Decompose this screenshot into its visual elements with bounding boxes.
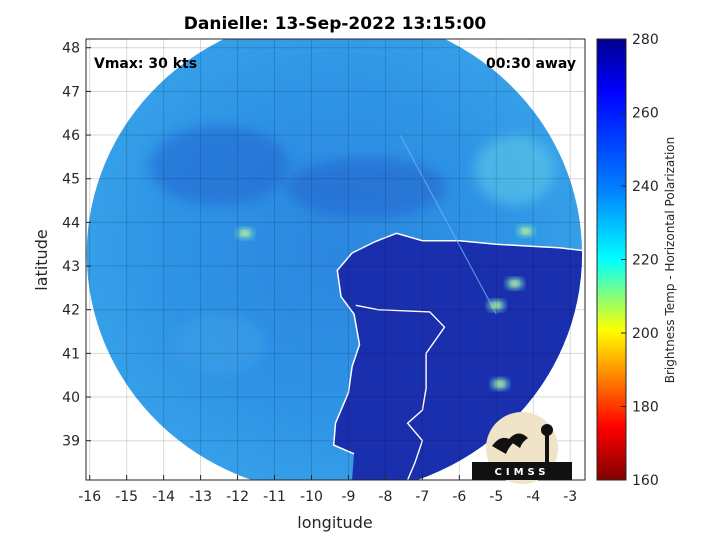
warm-spot-core <box>510 280 519 287</box>
cloud-band <box>149 125 290 206</box>
warm-spot-core <box>495 380 504 387</box>
logo-tower-icon <box>545 432 549 462</box>
plot-frame <box>85 38 586 481</box>
colorbar-tick-label: 200 <box>632 326 659 342</box>
y-tick-label: 48 <box>62 41 80 57</box>
x-tick-label: -11 <box>263 489 286 505</box>
logo-dish2-icon <box>508 433 528 448</box>
colorbar-tick-label: 260 <box>632 106 659 122</box>
y-tick-label: 47 <box>62 84 80 100</box>
warm-spot-core <box>492 302 501 309</box>
cloud-band <box>286 157 447 218</box>
colorbar-tick-label: 280 <box>632 32 659 48</box>
grid-lines <box>86 39 585 480</box>
time-away-annotation: 00:30 away <box>486 56 576 72</box>
border-line <box>355 304 446 480</box>
y-tick-label: 46 <box>62 128 80 144</box>
colorbar-label: Brightness Temp - Horizontal Polarizatio… <box>663 137 677 384</box>
x-tick-label: -14 <box>152 489 175 505</box>
colorbar-ticks: 160 180 200 220 240 260 280 <box>621 32 659 489</box>
x-tick-label: -8 <box>378 489 392 505</box>
y-tick-label: 39 <box>62 434 80 450</box>
chart-title: Danielle: 13-Sep-2022 13:15:00 <box>184 14 487 34</box>
x-tick-label: -5 <box>489 489 503 505</box>
y-tick-label: 40 <box>62 390 80 406</box>
x-tick-label: -15 <box>115 489 138 505</box>
y-tick-label: 42 <box>62 303 80 319</box>
cimss-logo: CIMSS <box>472 412 572 484</box>
cloud-band <box>174 314 265 375</box>
x-tick-label: -3 <box>563 489 577 505</box>
logo-bar <box>472 462 572 480</box>
north-coastline <box>351 232 585 254</box>
y-tick-label: 45 <box>62 172 80 188</box>
colorbar: 160 180 200 220 240 260 280 Brightness Temp - … <box>596 32 677 489</box>
y-tick-label: 41 <box>62 346 80 362</box>
x-tick-label: -16 <box>78 489 101 505</box>
scan-line <box>399 134 497 315</box>
y-tick-label: 44 <box>62 215 80 231</box>
x-tick-label: -10 <box>300 489 323 505</box>
warm-spot-core <box>240 230 249 237</box>
y-tick-label: 43 <box>62 259 80 275</box>
logo-dish-icon <box>492 437 514 454</box>
warm-spot-core <box>521 228 530 235</box>
logo-tank-icon <box>541 424 553 436</box>
west-coastline <box>332 252 361 455</box>
x-tick-label: -4 <box>526 489 540 505</box>
x-axis-ticks: -16 -15 -14 -13 -12 -11 -10 -9 -8 -7 -6 -5 -4 -3 <box>78 475 577 505</box>
x-axis-label: longitude <box>297 513 372 532</box>
colorbar-tick-label: 180 <box>632 400 659 416</box>
cloud-band <box>474 134 555 205</box>
x-tick-label: -13 <box>189 489 212 505</box>
colorbar-tick-label: 240 <box>632 179 659 195</box>
x-tick-label: -7 <box>415 489 429 505</box>
colorbar-tick-label: 220 <box>632 253 659 269</box>
y-axis-label: latitude <box>32 229 51 290</box>
x-tick-label: -12 <box>226 489 249 505</box>
x-tick-label: -6 <box>452 489 466 505</box>
vmax-annotation: Vmax: 30 kts <box>94 56 197 72</box>
x-tick-label: -9 <box>341 489 355 505</box>
logo-text: CIMSS <box>495 467 550 478</box>
colorbar-tick-label: 160 <box>632 473 659 489</box>
y-axis-ticks: 39 40 41 42 43 44 45 46 47 48 <box>62 41 91 450</box>
